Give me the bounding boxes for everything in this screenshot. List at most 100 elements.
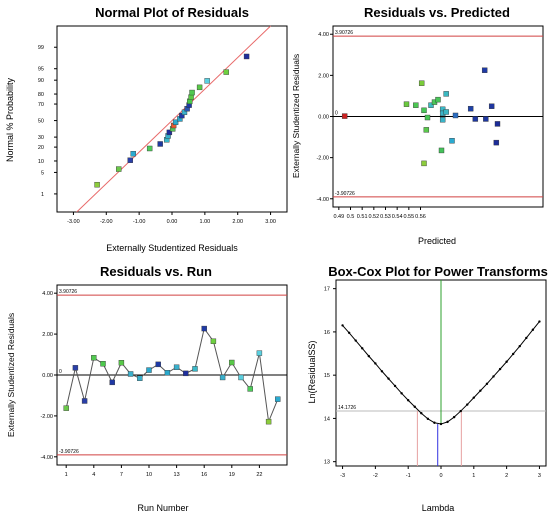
residuals-vs-run-point xyxy=(183,370,189,377)
box-cox-curve-point xyxy=(472,396,476,399)
box-cox-curve-point xyxy=(459,409,462,413)
residuals-vs-run-point xyxy=(210,338,217,344)
normal-plot-point xyxy=(130,151,136,157)
residuals-vs-run-point xyxy=(192,366,198,372)
p1-x-tick-label: 0.54 xyxy=(392,214,403,220)
residuals-vs-run-point xyxy=(72,365,79,371)
p1-x-tick-label: 0.5 xyxy=(347,214,355,220)
box-cox-curve-point xyxy=(361,347,364,350)
residuals-vs-run-point xyxy=(256,350,263,356)
box-cox-curve-point xyxy=(341,324,344,327)
p1-x-tick-label: 0.55 xyxy=(403,214,414,220)
normal-plot-point xyxy=(196,84,203,91)
box-cox-curve-point xyxy=(400,392,403,395)
residuals-vs-predicted-point xyxy=(439,117,446,123)
residuals-vs-predicted-point xyxy=(403,101,410,107)
box-cox-y-tick-label: 16 xyxy=(324,330,330,336)
residuals-vs-run-point xyxy=(229,359,235,366)
normal-plot-x-tick-label: -3.00 xyxy=(67,219,80,225)
box-cox-curve-point xyxy=(354,339,357,342)
normal-plot-x-ticks: -3.00 -2.00 -1.00 0.00 1.00 2.00 3.00 xyxy=(67,212,276,225)
normal-plot-y-tick-label: 95 xyxy=(38,67,44,73)
normal-plot-y-tick-label: 80 xyxy=(38,92,44,98)
p2-x-tick-label: 10 xyxy=(146,472,152,478)
normal-plot-point xyxy=(223,69,229,75)
normal-plot-y-tick-label: 70 xyxy=(38,102,44,108)
box-cox-curve-point xyxy=(479,389,482,392)
box-cox-curve-point xyxy=(492,375,495,378)
box-cox-curve-point xyxy=(505,360,508,363)
box-cox-title: Box-Cox Plot for Power Transforms xyxy=(328,264,548,279)
p1-x-tick-label: 0.51 xyxy=(357,214,368,220)
residuals-vs-predicted-point xyxy=(413,102,419,108)
p1-x-tick-label: 0.56 xyxy=(415,214,426,220)
normal-plot-x-tick-label: 3.00 xyxy=(265,219,276,225)
p1-y-tick-label: 2.00 xyxy=(318,73,329,79)
normal-plot-point xyxy=(94,181,100,188)
residuals-vs-run-x-ticks: 1 4 7 10 13 16 19 22 xyxy=(65,465,262,478)
box-cox-curve-point xyxy=(446,420,449,424)
p2-y-tick-label: -4.00 xyxy=(40,455,53,461)
residuals-vs-predicted-point xyxy=(428,102,434,108)
normal-plot-y-tick-label: 30 xyxy=(38,135,44,141)
residuals-vs-run-point xyxy=(81,398,88,404)
residuals-vs-run-point xyxy=(137,375,143,381)
p1-y-tick-label: -4.00 xyxy=(316,197,329,203)
residuals-vs-predicted-xlabel: Predicted xyxy=(418,236,456,246)
residuals-vs-predicted-point xyxy=(494,121,501,127)
box-cox-y-ticks: 13 14 15 16 17 xyxy=(324,287,336,466)
p1-y-tick-label: -2.00 xyxy=(316,156,329,162)
p2-x-tick-label: 19 xyxy=(229,472,235,478)
residuals-vs-predicted-ylabel: Externally Studentized Residuals xyxy=(291,54,301,178)
p2-x-tick-label: 16 xyxy=(201,472,207,478)
box-cox-y-tick-label: 13 xyxy=(324,460,330,466)
box-cox-curve-point xyxy=(406,399,410,402)
residuals-vs-predicted-zero-label: 0 xyxy=(335,111,338,117)
residuals-vs-predicted-point xyxy=(341,113,348,119)
box-cox-x-tick-label: 2 xyxy=(505,473,508,479)
normal-plot-x-tick-label: 2.00 xyxy=(232,219,243,225)
box-cox-curve-point xyxy=(466,403,469,406)
residuals-vs-run-point xyxy=(146,367,152,373)
normal-plot-title: Normal Plot of Residuals xyxy=(95,5,249,20)
box-cox-curve-point xyxy=(485,382,489,386)
normal-plot-point xyxy=(189,89,195,96)
residuals-vs-predicted-point xyxy=(472,116,479,122)
p2-x-tick-label: 7 xyxy=(120,472,123,478)
box-cox-x-tick-label: -3 xyxy=(340,473,345,479)
normal-plot-point xyxy=(127,157,133,163)
p2-y-tick-label: 4.00 xyxy=(42,291,53,297)
residuals-vs-predicted-point xyxy=(443,91,449,97)
p2-y-tick-label: 0.00 xyxy=(42,373,53,379)
residuals-vs-predicted-point xyxy=(443,109,449,115)
normal-plot-y-tick-label: 99 xyxy=(38,45,44,51)
box-cox-curve-point xyxy=(347,331,351,334)
normal-plot-point xyxy=(116,166,122,172)
residuals-vs-run-point xyxy=(91,355,97,361)
normal-plot-y-tick-label: 1 xyxy=(41,192,44,198)
residuals-vs-run-lower-limit-label: -3.90726 xyxy=(59,449,79,455)
normal-plot-reference-line xyxy=(76,25,271,213)
box-cox-x-tick-label: -2 xyxy=(373,473,378,479)
normal-plot-point xyxy=(204,78,210,84)
normal-plot-points xyxy=(94,53,250,188)
normal-plot-y-ticks: 1 5 10 20 30 50 70 80 90 95 99 xyxy=(38,45,57,198)
box-cox-curve-point xyxy=(518,344,521,348)
box-cox-curve-point xyxy=(439,422,443,426)
residuals-vs-run-upper-limit-label: 3.90726 xyxy=(59,289,77,295)
residuals-vs-predicted-upper-limit-label: 3.90726 xyxy=(335,30,353,36)
box-cox-x-tick-label: 3 xyxy=(538,473,541,479)
residuals-vs-run-point xyxy=(173,364,180,370)
box-cox-curve-point xyxy=(498,367,502,371)
residuals-vs-run-point xyxy=(109,379,115,386)
residuals-vs-predicted-point xyxy=(488,103,495,109)
residuals-vs-run-y-ticks: -4.00 -2.00 0.00 2.00 4.00 xyxy=(40,291,57,461)
p1-x-tick-label: 0.52 xyxy=(368,214,379,220)
normal-plot-y-tick-label: 20 xyxy=(38,145,44,151)
residuals-vs-run-point xyxy=(275,396,281,402)
residuals-vs-predicted-point xyxy=(421,107,427,114)
residuals-vs-run-point xyxy=(219,374,226,381)
